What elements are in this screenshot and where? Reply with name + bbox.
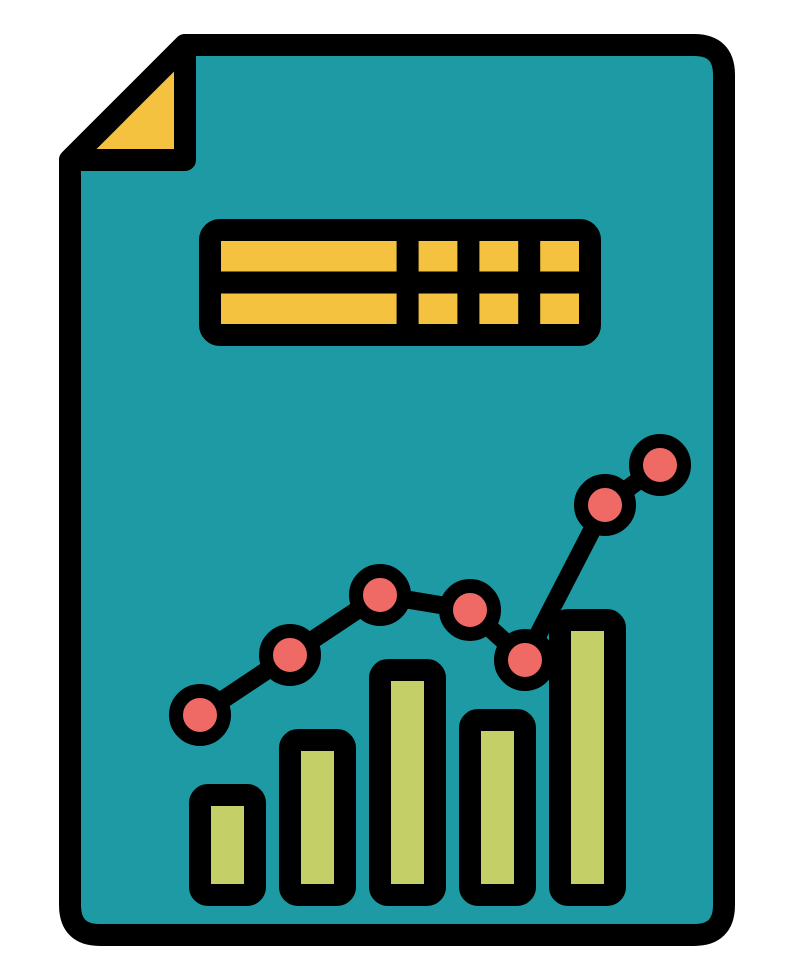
data-table <box>210 230 590 335</box>
report-chart-icon <box>0 0 794 980</box>
page-fold-corner <box>70 45 185 160</box>
